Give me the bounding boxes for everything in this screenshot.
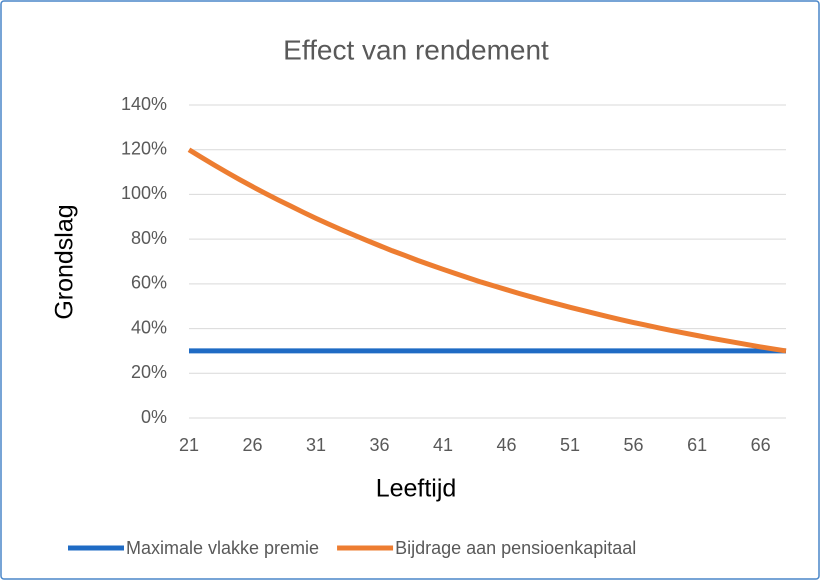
x-axis-label: Leeftijd bbox=[376, 475, 457, 503]
x-tick-label: 31 bbox=[306, 435, 326, 455]
y-tick-label: 120% bbox=[121, 138, 167, 158]
x-tick-label: 51 bbox=[560, 435, 580, 455]
x-tick-label: 61 bbox=[687, 435, 707, 455]
y-tick-label: 60% bbox=[131, 273, 167, 293]
x-tick-label: 26 bbox=[242, 435, 262, 455]
legend-label: Maximale vlakke premie bbox=[126, 538, 319, 558]
x-tick-label: 66 bbox=[751, 435, 771, 455]
y-tick-label: 140% bbox=[121, 94, 167, 114]
y-tick-label: 100% bbox=[121, 183, 167, 203]
legend-label: Bijdrage aan pensioenkapitaal bbox=[395, 538, 636, 558]
x-tick-label: 46 bbox=[497, 435, 517, 455]
chart-title: Effect van rendement bbox=[283, 34, 549, 65]
y-tick-label: 20% bbox=[131, 362, 167, 382]
line-series bbox=[187, 147, 787, 354]
x-tick-label: 41 bbox=[433, 435, 453, 455]
x-tick-label: 36 bbox=[370, 435, 390, 455]
y-tick-label: 0% bbox=[141, 407, 167, 427]
y-axis-label: Grondslag bbox=[51, 204, 79, 319]
y-tick-label: 40% bbox=[131, 317, 167, 337]
x-tick-label: 56 bbox=[624, 435, 644, 455]
y-tick-label: 80% bbox=[131, 228, 167, 248]
x-tick-label: 21 bbox=[179, 435, 199, 455]
